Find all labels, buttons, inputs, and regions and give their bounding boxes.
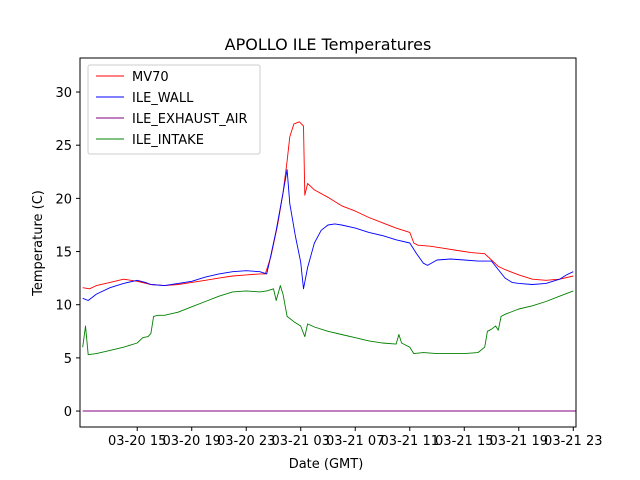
x-tick-label: 03-21 07 [326, 434, 384, 449]
y-tick-label: 15 [55, 246, 72, 261]
y-tick-label: 5 [64, 352, 72, 367]
y-tick-label: 25 [55, 139, 72, 154]
x-tick-label: 03-20 15 [108, 434, 166, 449]
series-group [82, 121, 576, 412]
y-tick-label: 30 [55, 86, 72, 101]
x-axis-label: Date (GMT) [289, 457, 364, 472]
legend-label: ILE_EXHAUST_AIR [132, 112, 248, 127]
x-tick-label: 03-21 15 [435, 434, 493, 449]
legend-label: ILE_WALL [132, 91, 194, 106]
axes-frame [79, 57, 577, 428]
chart-title: APOLLO ILE Temperatures [225, 35, 432, 54]
x-tick-label: 03-21 03 [272, 434, 330, 449]
series-line-mv70 [82, 121, 574, 290]
y-tick-label: 0 [64, 405, 72, 420]
y-tick-label: 20 [55, 192, 72, 207]
legend-box [87, 64, 261, 155]
series-line-ile-wall [82, 169, 574, 301]
x-tick-label: 03-20 19 [163, 434, 221, 449]
x-tick-label: 03-21 19 [490, 434, 548, 449]
legend: MV70 ILE_WALL ILE_EXHAUST_AIR ILE_INTAKE [87, 64, 261, 155]
series-line-ile-intake [82, 285, 574, 356]
legend-label: MV70 [132, 70, 169, 85]
x-tick-label: 03-20 23 [217, 434, 275, 449]
x-tick-label: 03-21 23 [544, 434, 602, 449]
y-axis-label: Temperature (C) [31, 190, 46, 297]
x-tick-label: 03-21 11 [381, 434, 439, 449]
y-tick-label: 10 [55, 299, 72, 314]
legend-label: ILE_INTAKE [132, 133, 204, 148]
